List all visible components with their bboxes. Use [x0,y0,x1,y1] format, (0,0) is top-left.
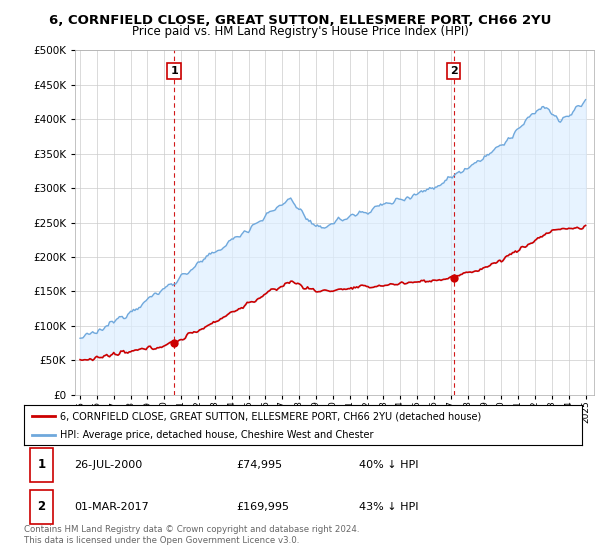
Bar [29,447,53,482]
Text: 2: 2 [37,501,46,514]
Text: HPI: Average price, detached house, Cheshire West and Chester: HPI: Average price, detached house, Ches… [60,430,374,440]
Text: 2: 2 [450,66,458,76]
Text: 6, CORNFIELD CLOSE, GREAT SUTTON, ELLESMERE PORT, CH66 2YU (detached house): 6, CORNFIELD CLOSE, GREAT SUTTON, ELLESM… [60,411,482,421]
Text: Price paid vs. HM Land Registry's House Price Index (HPI): Price paid vs. HM Land Registry's House … [131,25,469,38]
Text: 1: 1 [170,66,178,76]
Text: 1: 1 [37,458,46,471]
Text: £74,995: £74,995 [236,460,282,470]
Text: 6, CORNFIELD CLOSE, GREAT SUTTON, ELLESMERE PORT, CH66 2YU: 6, CORNFIELD CLOSE, GREAT SUTTON, ELLESM… [49,14,551,27]
Bar [29,490,53,524]
Text: Contains HM Land Registry data © Crown copyright and database right 2024.
This d: Contains HM Land Registry data © Crown c… [24,525,359,545]
Text: 43% ↓ HPI: 43% ↓ HPI [359,502,418,512]
Text: 40% ↓ HPI: 40% ↓ HPI [359,460,418,470]
Text: 01-MAR-2017: 01-MAR-2017 [74,502,149,512]
Text: £169,995: £169,995 [236,502,289,512]
Text: 26-JUL-2000: 26-JUL-2000 [74,460,142,470]
